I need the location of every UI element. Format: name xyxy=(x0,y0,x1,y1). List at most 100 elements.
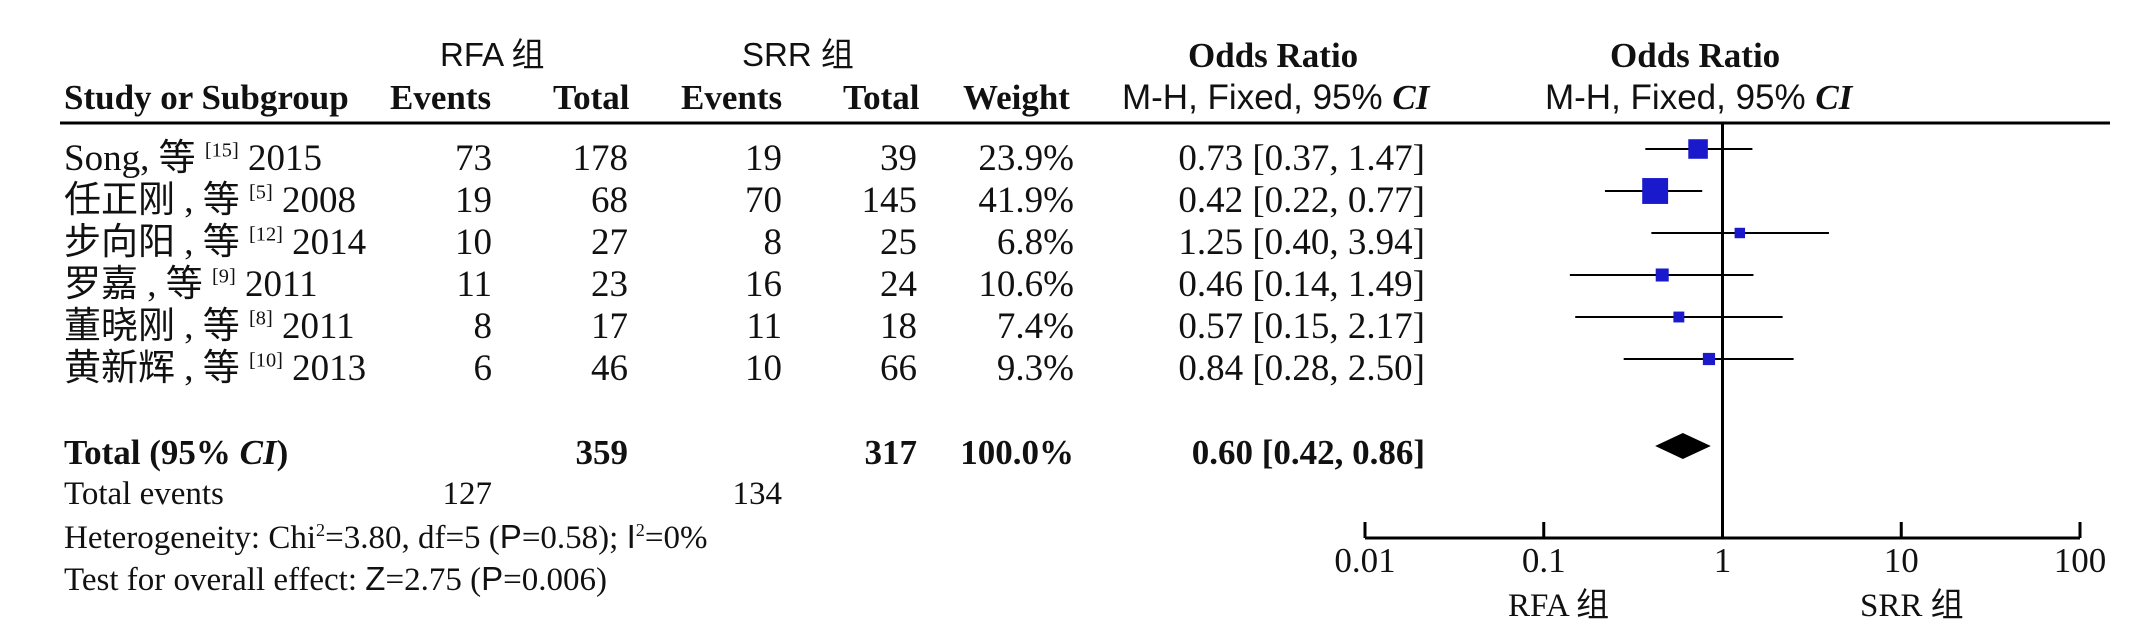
study-group1-events: 19 xyxy=(455,180,492,221)
oe-p: P xyxy=(481,560,504,597)
group1-total-header: Total xyxy=(553,78,630,117)
het-p: P xyxy=(499,518,522,555)
study-group1-total: 17 xyxy=(591,306,628,347)
oe-z: Z xyxy=(365,560,386,597)
group2-events-header: Events xyxy=(681,78,783,117)
het-sup2: 2 xyxy=(635,520,645,540)
total-label-suffix: ) xyxy=(276,433,289,472)
study-weight: 7.4% xyxy=(996,306,1074,347)
oe-end: =0.006) xyxy=(503,562,607,598)
or-table-method-ci: CI xyxy=(1392,78,1430,117)
study-label: 黄新辉 , 等 [10] 2013 xyxy=(64,350,366,387)
study-group1-events: 11 xyxy=(456,264,492,305)
study-label: 步向阳 , 等 [12] 2014 xyxy=(64,224,366,261)
favours-right-label: SRR 组 xyxy=(1860,588,1964,624)
study-label: Song, 等 [15] 2015 xyxy=(64,140,322,177)
study-or-text: 1.25 [0.40, 3.94] xyxy=(1178,222,1425,263)
study-point-box xyxy=(1655,268,1669,282)
heterogeneity-text: Heterogeneity: Chi2=3.80, df=5 (P=0.58);… xyxy=(64,520,707,555)
or-plot-method-prefix: M-H, Fixed, 95% xyxy=(1545,78,1816,117)
study-weight: 6.8% xyxy=(996,222,1074,263)
study-group2-total: 66 xyxy=(880,348,917,389)
total-events-group1: 127 xyxy=(442,476,493,512)
total-or-text: 0.60 [0.42, 0.86] xyxy=(1191,433,1425,472)
study-group2-events: 10 xyxy=(745,348,782,389)
study-name: Song, 等 xyxy=(64,138,205,179)
total-label: Total (95% CI) xyxy=(64,435,288,470)
group1-events-header: Events xyxy=(390,78,492,117)
study-weight: 23.9% xyxy=(978,138,1074,179)
study-group2-total: 18 xyxy=(880,306,917,347)
study-or-text: 0.42 [0.22, 0.77] xyxy=(1178,180,1425,221)
or-table-method: M-H, Fixed, 95% CI xyxy=(1122,80,1429,115)
study-group2-total: 24 xyxy=(880,264,917,305)
study-ref: [8] xyxy=(249,307,273,330)
study-group2-events: 19 xyxy=(745,138,782,179)
total-events-label: Total events xyxy=(64,476,224,512)
or-plot-method-ci: CI xyxy=(1815,78,1853,117)
het-sup1: 2 xyxy=(316,520,326,540)
x-tick-label: 0.01 xyxy=(1334,541,1395,580)
study-year: 2014 xyxy=(282,222,367,263)
study-year: 2008 xyxy=(272,180,356,221)
weight-header: Weight xyxy=(963,78,1070,117)
study-group2-events: 11 xyxy=(746,306,782,347)
study-group1-total: 68 xyxy=(591,180,628,221)
total-group1-total: 359 xyxy=(575,433,629,472)
study-name: 黄新辉 , 等 xyxy=(64,348,249,389)
study-name: 任正刚 , 等 xyxy=(64,180,249,221)
oe-mid: =2.75 ( xyxy=(385,562,482,598)
x-tick-label: 1 xyxy=(1714,541,1732,580)
total-events-group2: 134 xyxy=(732,476,783,512)
het-end: =0% xyxy=(644,520,708,556)
study-name: 步向阳 , 等 xyxy=(64,222,249,263)
study-ref: [12] xyxy=(249,223,283,246)
study-name: 董晓刚 , 等 xyxy=(64,306,249,347)
study-weight: 9.3% xyxy=(996,348,1074,389)
group1-header: RFA 组 xyxy=(440,36,545,73)
study-group2-events: 8 xyxy=(763,222,783,263)
oe-prefix: Test for overall effect: xyxy=(64,562,366,598)
study-group1-events: 10 xyxy=(455,222,492,263)
study-group2-events: 16 xyxy=(745,264,782,305)
study-or-text: 0.84 [0.28, 2.50] xyxy=(1178,348,1425,389)
study-point-box xyxy=(1642,178,1669,204)
het-i: I xyxy=(626,518,636,555)
study-group1-total: 178 xyxy=(572,138,629,179)
study-year: 2015 xyxy=(238,138,322,179)
study-ref: [5] xyxy=(249,181,273,204)
x-tick-label: 100 xyxy=(2054,541,2107,580)
total-group2-total: 317 xyxy=(864,433,918,472)
or-plot-title: Odds Ratio xyxy=(1610,36,1781,75)
group2-header: SRR 组 xyxy=(742,36,854,73)
het-prefix: Heterogeneity: Chi xyxy=(64,520,317,556)
study-year: 2011 xyxy=(272,306,355,347)
het-mid1: =3.80, df=5 ( xyxy=(325,520,500,556)
study-group2-total: 145 xyxy=(861,180,918,221)
study-group1-events: 8 xyxy=(473,306,493,347)
favours-left-label: RFA 组 xyxy=(1508,588,1610,624)
total-label-ci: CI xyxy=(239,433,277,472)
study-label: 任正刚 , 等 [5] 2008 xyxy=(64,182,356,219)
study-point-box xyxy=(1673,311,1685,323)
study-point-box xyxy=(1688,139,1708,159)
group2-total-header: Total xyxy=(843,78,920,117)
study-group1-events: 6 xyxy=(473,348,493,389)
study-group2-total: 25 xyxy=(880,222,917,263)
study-ref: [9] xyxy=(212,265,236,288)
x-tick-label: 10 xyxy=(1884,541,1919,580)
or-plot-method: M-H, Fixed, 95% CI xyxy=(1545,80,1852,115)
study-group1-total: 27 xyxy=(591,222,628,263)
study-point-box xyxy=(1702,352,1716,366)
study-weight: 10.6% xyxy=(978,264,1074,305)
study-group1-total: 23 xyxy=(591,264,628,305)
study-label: 董晓刚 , 等 [8] 2011 xyxy=(64,308,355,345)
x-tick-label: 0.1 xyxy=(1522,541,1566,580)
or-table-method-prefix: M-H, Fixed, 95% xyxy=(1122,78,1393,117)
study-point-box xyxy=(1734,227,1746,239)
or-table-title: Odds Ratio xyxy=(1188,36,1359,75)
study-ref: [15] xyxy=(204,139,239,162)
study-column-header: Study or Subgroup xyxy=(64,78,349,117)
study-label: 罗嘉 , 等 [9] 2011 xyxy=(64,266,318,303)
